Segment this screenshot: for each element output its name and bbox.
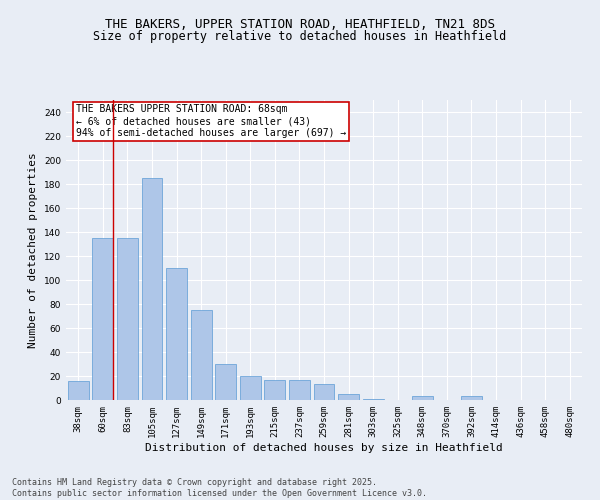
Text: Contains HM Land Registry data © Crown copyright and database right 2025.
Contai: Contains HM Land Registry data © Crown c…: [12, 478, 427, 498]
Bar: [461, 396, 482, 400]
Text: THE BAKERS UPPER STATION ROAD: 68sqm
← 6% of detached houses are smaller (43)
94: THE BAKERS UPPER STATION ROAD: 68sqm ← 6…: [76, 104, 347, 138]
Bar: [92, 238, 113, 400]
Bar: [117, 238, 138, 400]
Bar: [240, 376, 261, 400]
Text: Size of property relative to detached houses in Heathfield: Size of property relative to detached ho…: [94, 30, 506, 43]
X-axis label: Distribution of detached houses by size in Heathfield: Distribution of detached houses by size …: [145, 442, 503, 452]
Bar: [191, 310, 212, 400]
Bar: [289, 380, 310, 400]
Y-axis label: Number of detached properties: Number of detached properties: [28, 152, 38, 348]
Bar: [314, 384, 334, 400]
Bar: [68, 381, 89, 400]
Text: THE BAKERS, UPPER STATION ROAD, HEATHFIELD, TN21 8DS: THE BAKERS, UPPER STATION ROAD, HEATHFIE…: [105, 18, 495, 30]
Bar: [362, 399, 383, 400]
Bar: [412, 396, 433, 400]
Bar: [338, 394, 359, 400]
Bar: [142, 178, 163, 400]
Bar: [166, 268, 187, 400]
Bar: [215, 364, 236, 400]
Bar: [265, 380, 286, 400]
